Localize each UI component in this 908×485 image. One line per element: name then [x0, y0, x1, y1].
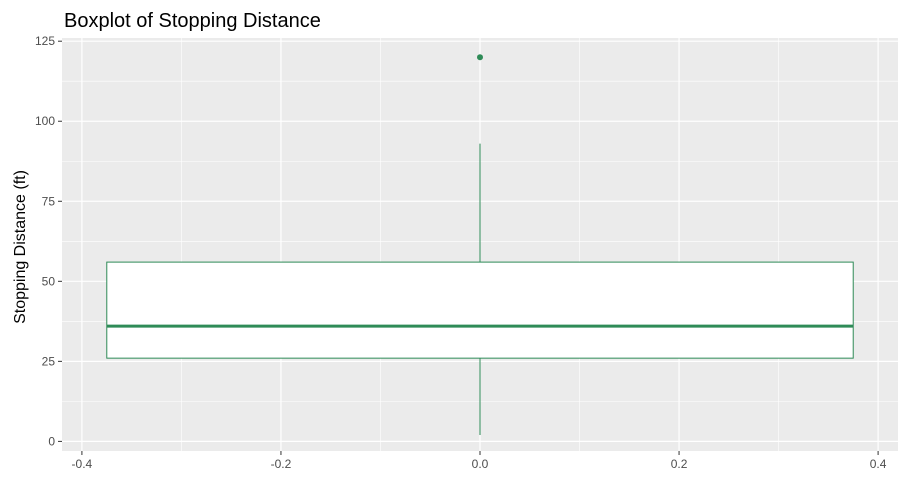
x-tick-label: 0.4 [870, 457, 887, 471]
y-tick-label: 25 [42, 354, 56, 368]
x-tick-label: -0.4 [72, 457, 93, 471]
y-tick-label: 125 [35, 34, 55, 48]
y-tick-label: 0 [48, 434, 55, 448]
y-axis-title: Stopping Distance (ft) [12, 170, 29, 324]
chart-title: Boxplot of Stopping Distance [64, 10, 321, 32]
x-tick-label: -0.2 [271, 457, 292, 471]
major-gridlines [62, 38, 898, 451]
y-tick-label: 100 [35, 114, 55, 128]
y-tick-label: 50 [42, 274, 56, 288]
boxplot [106, 54, 854, 435]
axis-ticks [58, 40, 879, 455]
y-tick-label: 75 [42, 194, 56, 208]
x-tick-labels: -0.4 -0.2 0.0 0.2 0.4 [72, 457, 887, 471]
outlier-point [477, 54, 483, 61]
x-tick-label: 0.2 [671, 457, 688, 471]
box-iqr [106, 261, 854, 359]
y-tick-labels: 0 25 50 75 100 125 [35, 34, 55, 448]
x-tick-label: 0.0 [472, 457, 489, 471]
